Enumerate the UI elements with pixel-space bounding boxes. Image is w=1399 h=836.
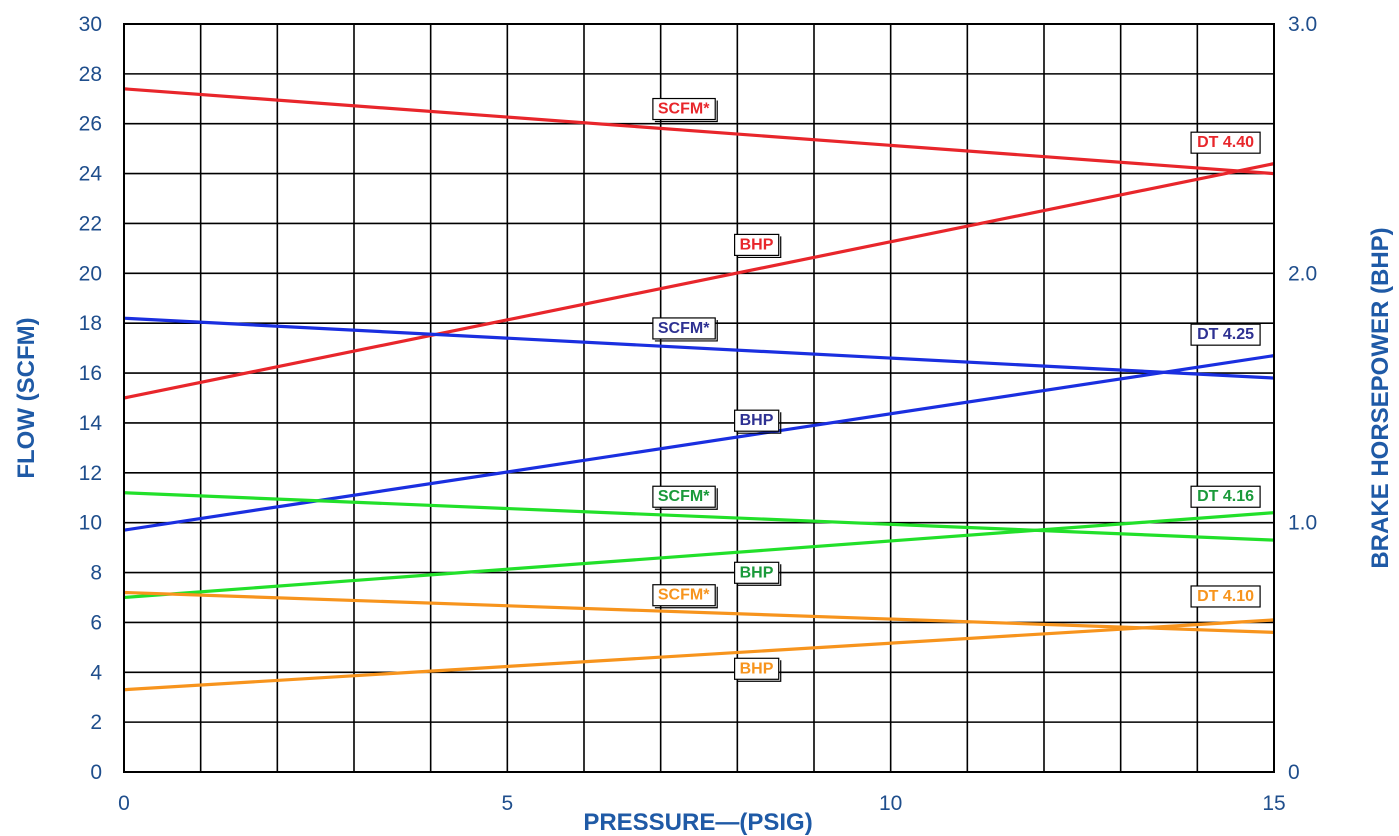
series-line-DT410-bhp [123,618,1275,692]
plot-frame [123,23,1275,773]
model-label-text: DT 4.25 [1197,326,1254,343]
y2-tick-label: 2.0 [1288,262,1317,285]
series-label-DT410-scfm-shadow [654,586,718,609]
x-axis-title: PRESSURE—(PSIG) [583,809,812,836]
y-tick-label: 26 [79,113,102,136]
series-lines [123,87,1275,692]
y-tick-label: 4 [90,661,102,684]
series-label-DT410-scfm-box [652,584,716,607]
series-line-DT416-bhp [123,511,1275,600]
y-tick-label: 28 [79,63,102,86]
series-label-DT416-scfm-box [652,485,716,508]
y-tick-label: 14 [79,412,103,435]
y-tick-label: 12 [79,462,102,485]
series-line-DT440-bhp [123,162,1275,400]
model-label-box [1190,585,1261,608]
series-label-DT416-bhp: BHP [734,561,782,586]
series-label-DT425-bhp: BHP [734,409,782,434]
series-label-DT416-bhp-box [734,561,780,584]
model-label-box [1190,485,1261,508]
y-tick-label: 16 [79,362,102,385]
y-tick-label: 22 [79,212,102,235]
series-label-DT416-scfm-shadow [654,488,718,510]
series-label-DT440-scfm: SCFM* [652,97,718,123]
series-line-DT440-scfm [123,87,1275,176]
model-label-DT416: DT 4.16 [1190,485,1261,508]
grid [124,24,1274,772]
model-label-box [1190,323,1261,346]
y-tick-label: 30 [79,13,102,36]
series-label-DT440-scfm-text: SCFM* [658,101,710,118]
series-label-DT416-scfm-text: SCFM* [658,488,710,505]
series-label-DT425-bhp-box [734,409,780,432]
series-label-DT425-bhp-text: BHP [740,412,774,429]
series-label-DT410-bhp-box [734,657,780,680]
model-label-text: DT 4.40 [1197,134,1254,151]
y-tick-label: 18 [79,312,102,335]
series-label-DT440-scfm-box [652,97,716,121]
x-tick-label: 15 [1262,792,1285,815]
series-label-DT425-scfm-text: SCFM* [658,320,710,337]
series-line-DT410-scfm [123,590,1275,634]
y-tick-label: 24 [79,163,103,186]
series-label-DT410-scfm-text: SCFM* [658,587,710,604]
model-label-DT410: DT 4.10 [1190,585,1261,608]
series-label-DT410-bhp-shadow [736,660,782,682]
tick-labels: 0 5 10 1502468101214161820222426283001.02.0… [79,13,1318,815]
y-tick-label: 20 [79,262,102,285]
model-label-DT440: DT 4.40 [1190,131,1261,154]
series-line-DT416-scfm [123,491,1275,542]
y-tick-label: 0 [90,761,102,784]
series-label-DT410-bhp: BHP [734,657,782,682]
y2-tick-label: 0 [1288,761,1300,784]
series-label-DT425-bhp-shadow [736,412,782,434]
y-tick-label: 10 [79,512,102,535]
y-tick-label: 8 [90,562,102,585]
series-label-DT440-bhp-text: BHP [740,236,774,253]
x-tick-label: 10 [879,792,902,815]
y2-tick-label: 1.0 [1288,512,1317,535]
series-line-DT425-scfm [123,316,1275,380]
y-tick-label: 2 [90,711,102,734]
series-labels: SCFM* BHP SCFM* BHP SCFM* BHP SCFM* BHP DT 4.40 D… [652,97,1261,682]
series-label-DT416-scfm: SCFM* [652,485,718,510]
series-label-DT440-bhp-box [734,233,780,257]
y2-tick-label: 3.0 [1288,13,1317,36]
model-label-DT425: DT 4.25 [1190,323,1261,346]
series-label-DT425-scfm-box [652,317,716,340]
series-label-DT410-scfm: SCFM* [652,584,718,609]
model-label-text: DT 4.10 [1197,588,1254,605]
y-axis-title: FLOW (SCFM) [13,317,40,478]
model-label-box [1190,131,1261,154]
model-label-text: DT 4.16 [1197,488,1254,505]
y2-axis-title: BRAKE HORSEPOWER (BHP) [1367,227,1394,568]
x-tick-label: 5 [501,792,513,815]
series-label-DT440-scfm-shadow [654,100,718,123]
series-label-DT410-bhp-text: BHP [740,660,774,677]
series-label-DT440-bhp: BHP [734,233,782,259]
series-label-DT425-scfm: SCFM* [652,317,718,342]
series-label-DT425-scfm-shadow [654,319,718,342]
series-label-DT416-bhp-shadow [736,564,782,586]
y-tick-label: 6 [90,611,102,634]
series-label-DT440-bhp-shadow [736,236,782,259]
series-label-DT416-bhp-text: BHP [740,564,774,581]
x-tick-label: 0 [118,792,130,815]
